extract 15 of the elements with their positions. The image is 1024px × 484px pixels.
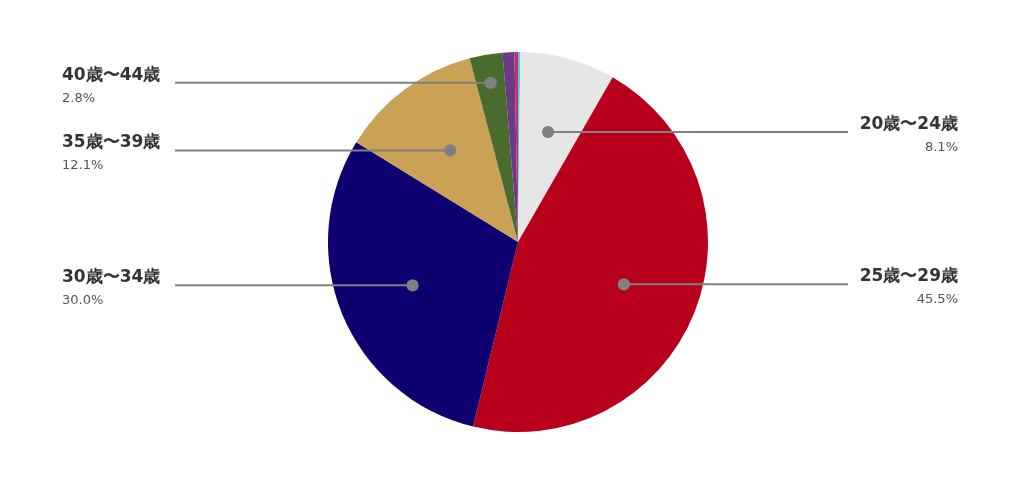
slice-label: 25歳〜29歳 <box>859 265 958 286</box>
slice-label: 35歳〜39歳 <box>62 131 161 152</box>
data-label: 12.1% <box>62 157 104 173</box>
data-label: 45.5% <box>916 291 958 307</box>
data-label: 30.0% <box>62 292 104 308</box>
pie-slice <box>469 52 518 242</box>
slice-label: 20歳〜24歳 <box>859 113 958 134</box>
data-label: 8.1% <box>924 139 958 155</box>
slice-label: 30歳〜34歳 <box>62 266 161 287</box>
slice-label: 40歳〜44歳 <box>62 63 161 84</box>
pie-slice <box>328 142 518 427</box>
pie-slice <box>518 52 613 242</box>
pie-slice <box>356 58 518 242</box>
data-label: 2.8% <box>62 89 96 105</box>
pie-slice <box>473 77 708 432</box>
